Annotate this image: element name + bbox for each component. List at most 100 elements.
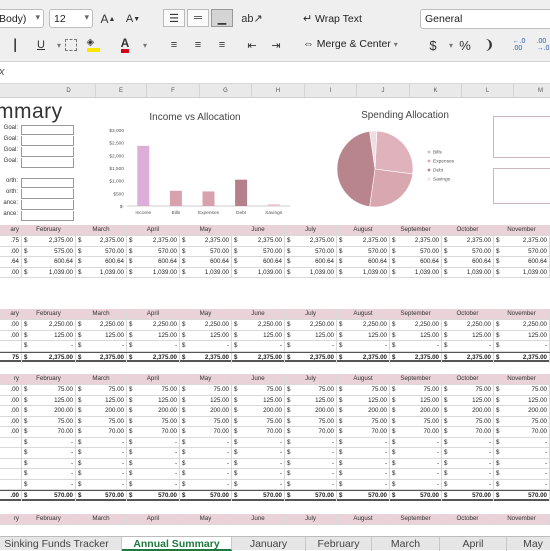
first-cell[interactable]	[0, 479, 22, 490]
table-cell[interactable]: $1,039.00	[442, 267, 494, 278]
chevron-down-icon[interactable]: ▾	[56, 40, 61, 50]
fill-color-button[interactable]: ◈	[82, 36, 104, 54]
column-header[interactable]: L	[462, 84, 514, 98]
table-cell[interactable]: $570.00	[337, 246, 390, 257]
table-cell[interactable]: $70.00	[442, 427, 494, 437]
column-header[interactable]: K	[410, 84, 462, 98]
first-cell[interactable]	[0, 448, 22, 458]
table-cell[interactable]: $70.00	[127, 427, 180, 437]
chevron-down-icon[interactable]: ▾	[448, 40, 453, 50]
table-cell[interactable]: $ -	[127, 469, 180, 479]
table-cell[interactable]: $125.00	[180, 330, 232, 341]
net-worth-input[interactable]	[21, 200, 74, 210]
table-cell[interactable]: $570.00	[232, 491, 285, 501]
table-cell[interactable]: $75.00	[22, 385, 76, 395]
table-cell[interactable]: $600.64	[22, 257, 76, 267]
table-cell[interactable]: $70.00	[390, 427, 442, 437]
table-cell[interactable]: $125.00	[285, 395, 337, 406]
table-cell[interactable]: $2,250.00	[22, 320, 76, 330]
sheet-tab-annual-summary[interactable]: Annual Summary	[122, 537, 232, 551]
align-bottom-button[interactable]: ▁	[211, 9, 233, 27]
table-cell[interactable]: $600.64	[76, 257, 127, 267]
first-cell[interactable]: .00	[0, 330, 22, 341]
table-cell[interactable]: $70.00	[180, 427, 232, 437]
align-middle-button[interactable]: ═	[187, 9, 209, 27]
table-cell[interactable]: $200.00	[232, 406, 285, 416]
table-cell[interactable]: $600.64	[337, 257, 390, 267]
currency-button[interactable]: $	[422, 36, 444, 54]
first-cell[interactable]: .00	[0, 320, 22, 330]
number-format-select[interactable]: General	[420, 9, 550, 29]
table-cell[interactable]: $125.00	[22, 395, 76, 406]
underline-button[interactable]: U	[30, 36, 52, 54]
table-cell[interactable]: $1,039.00	[180, 267, 232, 278]
decrease-font-button[interactable]: A ▼	[122, 10, 144, 28]
table-cell[interactable]: $ -	[442, 448, 494, 458]
table-cell[interactable]: $570.00	[76, 491, 127, 501]
table-cell[interactable]: $2,375.00	[232, 352, 285, 363]
table-cell[interactable]: $ -	[232, 479, 285, 490]
table-cell[interactable]: $125.00	[494, 395, 550, 406]
table-cell[interactable]: $570.00	[76, 246, 127, 257]
table-cell[interactable]: $ -	[22, 448, 76, 458]
table-cell[interactable]: $75.00	[390, 385, 442, 395]
column-header[interactable]: E	[96, 84, 147, 98]
bar-savings[interactable]	[267, 204, 280, 206]
table-cell[interactable]: $ -	[180, 448, 232, 458]
table-cell[interactable]: $75.00	[285, 385, 337, 395]
first-cell[interactable]	[0, 437, 22, 448]
table-cell[interactable]: $125.00	[232, 395, 285, 406]
first-cell[interactable]: .00	[0, 246, 22, 257]
table-cell[interactable]: $ -	[232, 458, 285, 469]
bar-expenses[interactable]	[202, 191, 215, 206]
first-cell[interactable]: .00	[0, 395, 22, 406]
table-cell[interactable]: $ -	[180, 341, 232, 351]
table-cell[interactable]: $ -	[232, 437, 285, 448]
table-cell[interactable]: $ -	[442, 469, 494, 479]
goal-input[interactable]	[21, 147, 74, 157]
table-cell[interactable]: $ -	[337, 458, 390, 469]
table-cell[interactable]: $ -	[76, 448, 127, 458]
table-cell[interactable]: $1,039.00	[494, 267, 550, 278]
sheet-tab-february[interactable]: February	[306, 537, 372, 551]
table-cell[interactable]: $75.00	[442, 416, 494, 427]
table-cell[interactable]: $ -	[494, 479, 550, 490]
table-cell[interactable]: $125.00	[127, 330, 180, 341]
table-cell[interactable]: $ -	[76, 341, 127, 351]
table-cell[interactable]: $200.00	[127, 406, 180, 416]
column-header[interactable]: M	[514, 84, 550, 98]
table-cell[interactable]: $2,250.00	[232, 320, 285, 330]
sheet-tab-may[interactable]: May	[507, 537, 550, 551]
bar-debt[interactable]	[235, 179, 248, 206]
percent-button[interactable]: %	[454, 36, 476, 54]
goal-input[interactable]	[21, 158, 74, 168]
table-cell[interactable]: $2,375.00	[285, 236, 337, 246]
table-cell[interactable]: $ -	[180, 469, 232, 479]
table-cell[interactable]: $70.00	[22, 427, 76, 437]
table-cell[interactable]: $2,375.00	[76, 236, 127, 246]
table-cell[interactable]: $75.00	[127, 385, 180, 395]
table-cell[interactable]: $600.64	[390, 257, 442, 267]
table-cell[interactable]: $ -	[285, 437, 337, 448]
table-cell[interactable]: $75.00	[390, 416, 442, 427]
spending-pie-chart[interactable]: Bills Expenses Debt Savings	[332, 124, 472, 214]
column-header[interactable]: D	[42, 84, 96, 98]
first-cell[interactable]	[0, 341, 22, 351]
table-cell[interactable]: $125.00	[285, 330, 337, 341]
table-cell[interactable]: $1,039.00	[337, 267, 390, 278]
table-cell[interactable]: $ -	[285, 341, 337, 351]
first-cell[interactable]: .64	[0, 257, 22, 267]
comma-button[interactable]: ❩	[478, 36, 500, 54]
table-cell[interactable]: $2,250.00	[337, 320, 390, 330]
table-cell[interactable]: $ -	[494, 469, 550, 479]
pie-slice-expenses[interactable]	[369, 168, 414, 208]
table-cell[interactable]: $ -	[76, 437, 127, 448]
table-cell[interactable]: $125.00	[76, 330, 127, 341]
table-cell[interactable]: $75.00	[180, 385, 232, 395]
table-cell[interactable]: $ -	[390, 479, 442, 490]
table-cell[interactable]: $75.00	[180, 416, 232, 427]
table-cell[interactable]: $2,375.00	[390, 352, 442, 363]
table-cell[interactable]: $125.00	[390, 395, 442, 406]
table-cell[interactable]: $ -	[285, 479, 337, 490]
decrease-indent-button[interactable]: ⇤	[241, 36, 263, 54]
